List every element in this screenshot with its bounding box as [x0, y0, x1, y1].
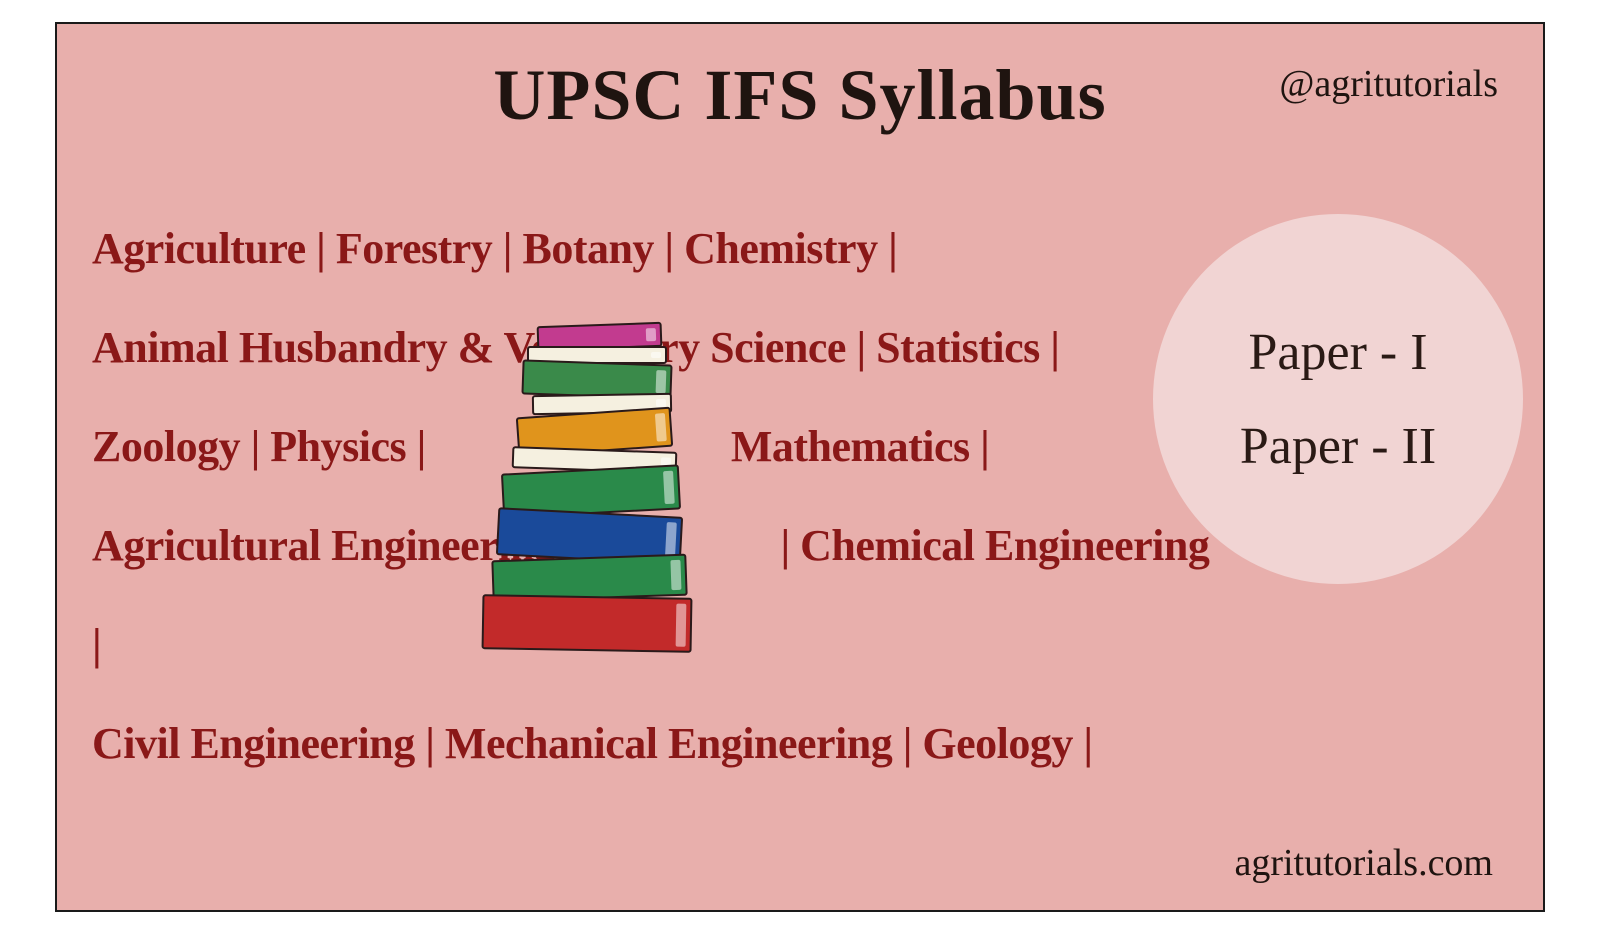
subjects-fragment: Mathematics | [731, 422, 990, 471]
paper-label: Paper - II [1240, 417, 1436, 476]
books-stack-icon [482, 324, 697, 664]
subjects-line: Civil Engineering | Mechanical Engineeri… [92, 694, 1212, 793]
papers-circle: Paper - I Paper - II [1153, 214, 1523, 584]
subjects-line: Agriculture | Forestry | Botany | Chemis… [92, 199, 1212, 298]
paper-label: Paper - I [1248, 323, 1427, 382]
social-handle: @agritutorials [1279, 62, 1498, 106]
subjects-fragment: Zoology | Physics | [92, 422, 426, 471]
website-url: agritutorials.com [1234, 841, 1493, 885]
infographic-canvas: UPSC IFS Syllabus @agritutorials Agricul… [55, 22, 1545, 912]
